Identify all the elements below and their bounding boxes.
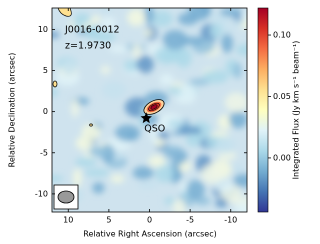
noise-blob <box>52 87 59 97</box>
noise-blob <box>186 179 205 200</box>
noise-blob <box>154 164 175 183</box>
noise-blob <box>232 19 244 27</box>
noise-blob <box>143 29 154 37</box>
marker <box>140 112 152 124</box>
noise-blob <box>235 43 247 56</box>
noise-blob <box>215 135 236 154</box>
noise-blob <box>164 196 176 205</box>
noise-blob <box>157 130 170 140</box>
noise-blob <box>228 111 247 129</box>
noise-blob <box>232 163 245 174</box>
noise-blob <box>219 8 244 17</box>
noise-blob <box>234 201 247 212</box>
colorbar-tick-label: 0.00 <box>273 153 291 162</box>
noise-blob <box>218 150 237 161</box>
noise-blob <box>154 46 179 64</box>
marker-label: QSO <box>144 124 165 135</box>
colorbar-label: Integrated Flux (Jy km s⁻¹ beam⁻¹) <box>292 41 301 180</box>
x-tick-label: 10 <box>63 216 73 225</box>
noise-blob <box>81 123 101 141</box>
noise-blob <box>109 44 129 53</box>
colorbar-tick-label: 0.10 <box>273 31 291 40</box>
noise-blob <box>148 155 166 167</box>
noise-blob <box>88 146 111 157</box>
noise-blob <box>132 43 142 59</box>
noise-blob <box>215 198 229 208</box>
noise-blob <box>172 198 187 212</box>
noise-blob <box>201 8 212 18</box>
map <box>52 8 247 212</box>
noise-blob <box>73 168 82 188</box>
x-tick-label: -10 <box>224 216 237 225</box>
chart-title: J0016-0012 <box>64 25 120 36</box>
colorbar <box>257 7 269 213</box>
noise-blob <box>167 86 184 95</box>
noise-blob <box>91 15 101 23</box>
noise-blob <box>241 10 247 21</box>
noise-blob <box>144 8 155 25</box>
contour <box>52 80 58 88</box>
noise-blob <box>179 84 197 104</box>
noise-blob <box>74 157 97 167</box>
y-tick-label: -5 <box>40 148 48 157</box>
noise-blob <box>224 92 247 113</box>
noise-blob <box>84 168 110 177</box>
y-tick-label: 0 <box>43 107 48 116</box>
noise-blob <box>162 30 188 50</box>
noise-blob <box>101 81 127 99</box>
noise-blob <box>123 59 139 72</box>
source <box>143 99 165 115</box>
noise-blob <box>52 31 60 39</box>
noise-blob <box>137 181 159 189</box>
noise-blob <box>110 174 125 183</box>
noise-blob <box>159 73 174 86</box>
noise-blob <box>92 182 105 194</box>
noise-blob <box>179 126 202 136</box>
y-tick-label: 5 <box>43 66 48 75</box>
noise-blob <box>149 123 162 143</box>
colorbar-tick-label: 0.05 <box>273 92 291 101</box>
beam <box>57 190 75 204</box>
noise-blob <box>166 120 183 127</box>
x-tick-label: -5 <box>186 216 194 225</box>
noise-blob <box>151 10 173 27</box>
y-axis-label: Relative Declination (arcsec) <box>8 53 17 168</box>
noise-blob <box>221 33 233 53</box>
noise-blob <box>209 23 223 39</box>
noise-blob <box>101 16 116 29</box>
x-axis-label: Relative Right Ascension (arcsec) <box>83 230 217 239</box>
noise-blob <box>73 13 91 25</box>
noise-blob <box>202 69 229 84</box>
noise-blob <box>185 133 202 147</box>
noise-blob <box>213 178 235 192</box>
noise-blob <box>154 138 165 148</box>
x-tick-label: 0 <box>147 216 152 225</box>
noise-blob <box>127 9 146 27</box>
noise-blob <box>217 114 233 130</box>
noise-blob <box>162 155 173 167</box>
noise-blob <box>71 98 80 118</box>
y-tick-label: -10 <box>35 189 48 198</box>
noise-blob <box>161 145 182 153</box>
noise-blob <box>61 58 77 76</box>
contour <box>89 123 93 127</box>
noise-blob <box>201 164 223 184</box>
noise-blob <box>132 166 154 180</box>
noise-blob <box>207 12 220 22</box>
chart-subtitle: z=1.9730 <box>65 41 111 52</box>
noise-blob <box>180 36 205 45</box>
noise-blob <box>126 131 136 142</box>
y-tick-label: 10 <box>38 25 48 34</box>
x-tick-label: 5 <box>106 216 111 225</box>
noise-blob <box>94 31 116 42</box>
noise-blob <box>233 62 242 79</box>
noise-blob <box>136 55 154 74</box>
noise-blob <box>175 47 192 68</box>
noise-blob <box>233 173 247 188</box>
noise-blob <box>216 13 230 27</box>
chart: J0016-0012 z=1.9730 Relative Right Ascen… <box>8 7 301 239</box>
noise-blob <box>52 175 65 182</box>
noise-blob <box>100 65 111 75</box>
